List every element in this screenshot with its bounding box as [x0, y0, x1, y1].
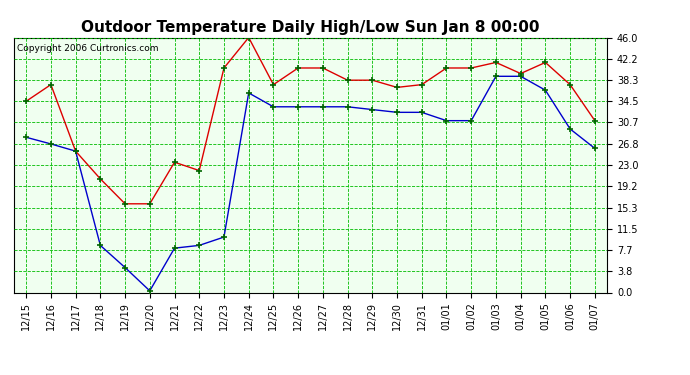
Title: Outdoor Temperature Daily High/Low Sun Jan 8 00:00: Outdoor Temperature Daily High/Low Sun J…: [81, 20, 540, 35]
Text: Copyright 2006 Curtronics.com: Copyright 2006 Curtronics.com: [17, 44, 158, 53]
